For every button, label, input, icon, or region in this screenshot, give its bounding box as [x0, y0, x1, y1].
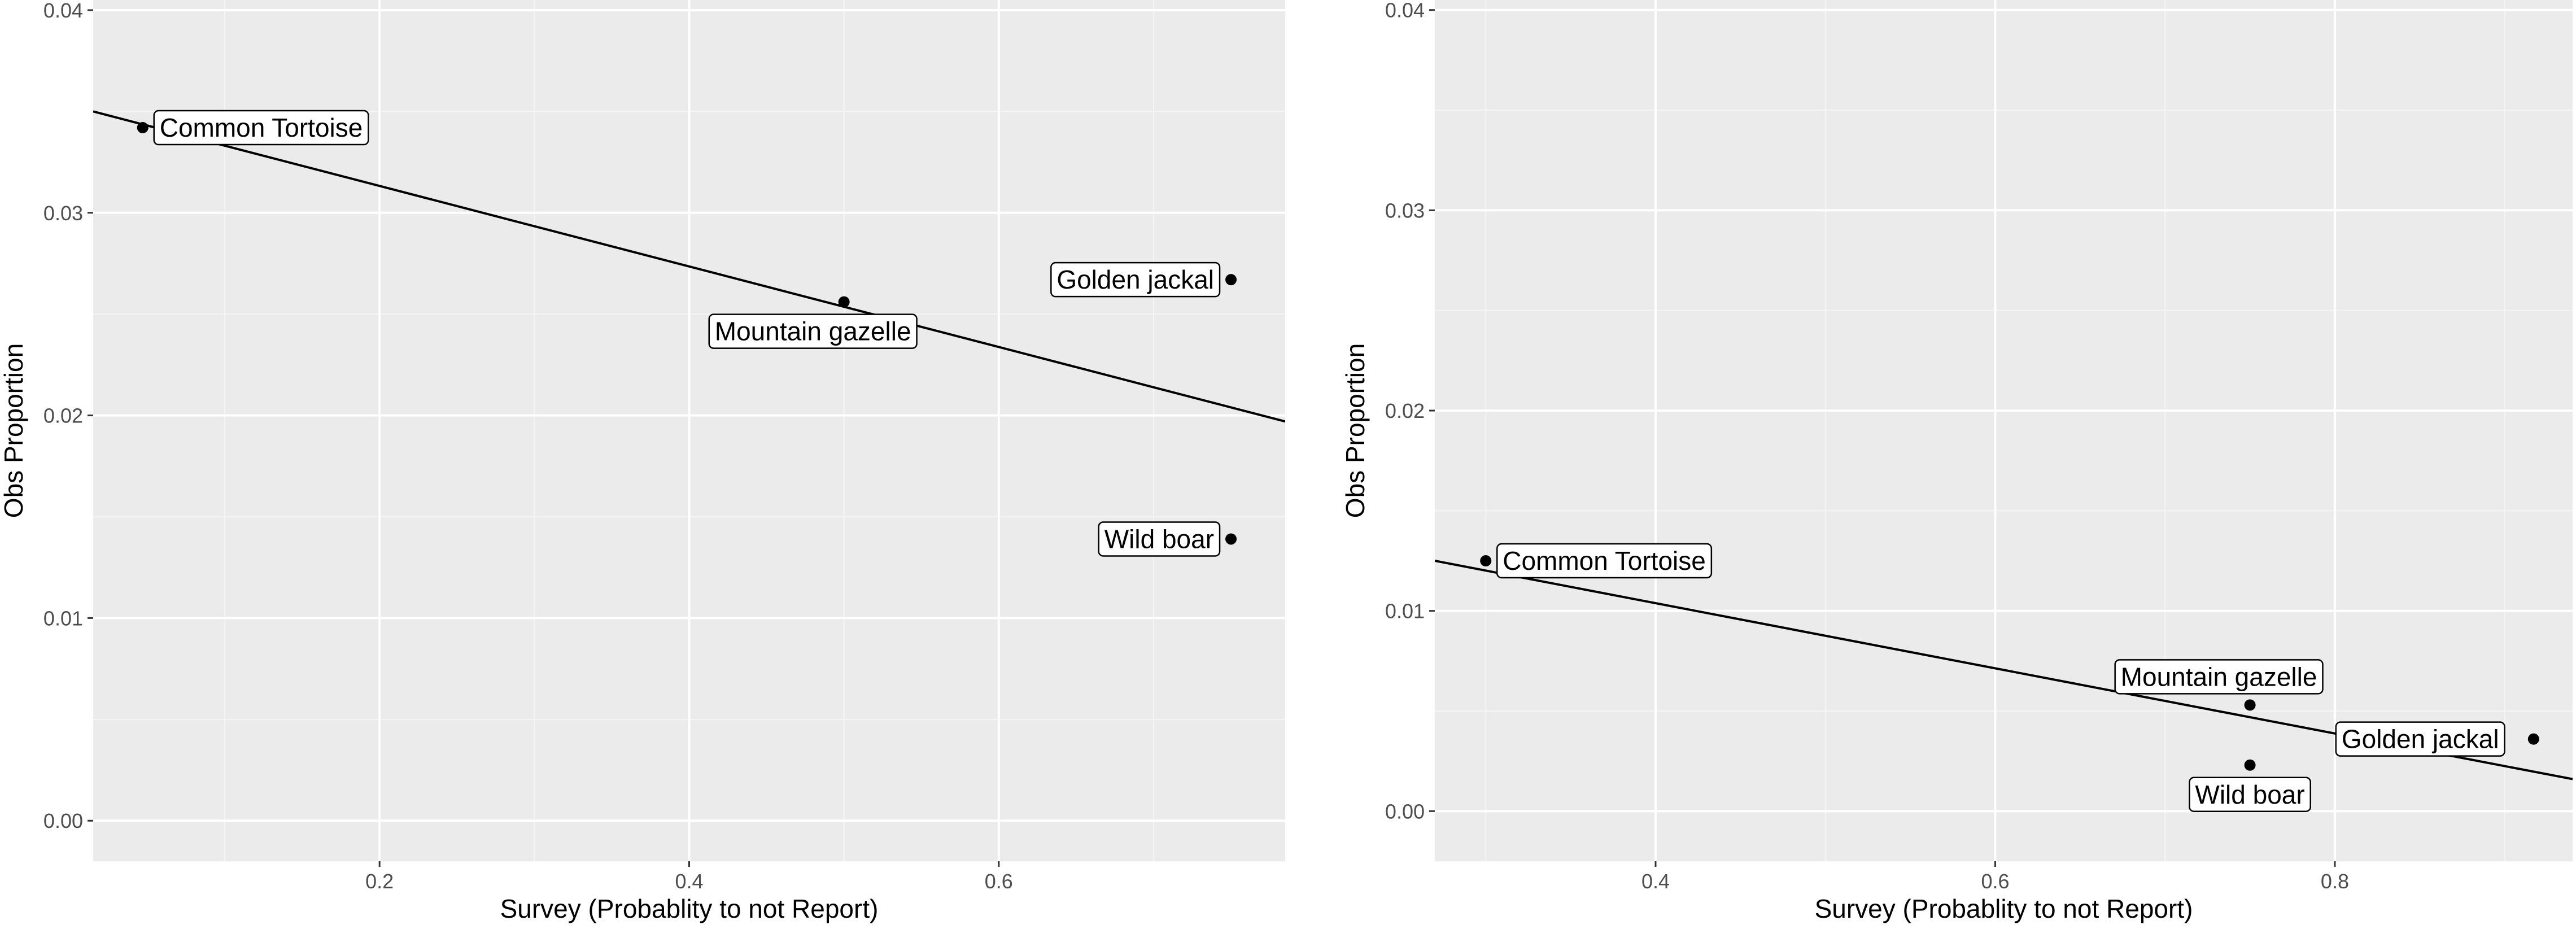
label-text: Golden jackal: [2342, 725, 2499, 754]
x-tick-label: 0.8: [2321, 870, 2349, 893]
data-point-mountain-gazelle: [838, 296, 850, 308]
x-tick-label: 0.6: [1981, 870, 2009, 893]
y-tick-label: 0.03: [43, 202, 83, 225]
x-tick-label: 0.4: [675, 870, 703, 893]
x-tick-label: 0.4: [1641, 870, 1670, 893]
data-point-mountain-gazelle: [2244, 699, 2256, 711]
plot-background: [1435, 0, 2573, 861]
x-axis-title: Survey (Probablity to not Report): [500, 894, 879, 923]
data-point-common-tortoise: [1480, 555, 1492, 567]
label-text: Common Tortoise: [160, 113, 363, 142]
y-tick-label: 0.00: [43, 809, 83, 832]
label-text: Mountain gazelle: [2121, 662, 2317, 691]
y-tick-label: 0.01: [1385, 600, 1425, 623]
data-point-common-tortoise: [137, 122, 149, 134]
data-point-wild-boar: [2244, 759, 2256, 771]
label-mountain-gazelle: Mountain gazelle: [2114, 659, 2324, 695]
x-tick-label: 0.6: [985, 870, 1013, 893]
x-axis-title: Survey (Probablity to not Report): [1815, 894, 2193, 923]
data-point-golden-jackal: [1225, 274, 1237, 286]
axis-ticks: 0.2 0.4 0.6 0.00 0.01 0.02 0.03 0.04: [43, 0, 1013, 893]
chart-panel-left: 0.2 0.4 0.6 0.00 0.01 0.02 0.03 0.04 Common Tort…: [0, 0, 1285, 923]
y-tick-label: 0.02: [1385, 399, 1425, 422]
y-axis-title: Obs Proportion: [1341, 343, 1370, 518]
y-tick-label: 0.02: [43, 404, 83, 428]
y-tick-label: 0.04: [1385, 0, 1425, 22]
scatter-chart-right: 0.4 0.6 0.8 0.00 0.01 0.02 0.03 0.04 Common Tort…: [1341, 0, 2573, 923]
data-points: [137, 122, 1237, 545]
label-golden-jackal: Golden jackal: [1050, 261, 1221, 298]
label-box: [1050, 261, 1221, 298]
label-box: [153, 110, 369, 146]
y-axis-title: Obs Proportion: [0, 343, 28, 518]
label-common-tortoise: Common Tortoise: [153, 110, 369, 146]
y-tick-label: 0.01: [43, 607, 83, 630]
label-wild-boar: Wild boar: [2189, 777, 2311, 813]
scatter-chart-left: 0.2 0.4 0.6 0.00 0.01 0.02 0.03 0.04 Common Tort…: [0, 0, 1285, 923]
label-common-tortoise: Common Tortoise: [1496, 543, 1713, 579]
axis-ticks: 0.4 0.6 0.8 0.00 0.01 0.02 0.03 0.04: [1385, 0, 2349, 893]
x-tick-label: 0.2: [365, 870, 394, 893]
label-golden-jackal: Golden jackal: [2335, 721, 2505, 757]
label-box: [1496, 543, 1713, 579]
label-box: [1098, 521, 1221, 557]
label-text: Golden jackal: [1056, 265, 1214, 294]
data-point-golden-jackal: [2527, 733, 2539, 745]
label-wild-boar: Wild boar: [1098, 521, 1221, 557]
data-points: [1480, 555, 2539, 771]
label-text: Wild boar: [2195, 780, 2304, 809]
label-text: Wild boar: [1104, 524, 1214, 553]
chart-panel-right: 0.4 0.6 0.8 0.00 0.01 0.02 0.03 0.04 Common Tort…: [1288, 0, 2576, 929]
label-box: [2114, 659, 2324, 695]
y-tick-label: 0.04: [43, 0, 83, 22]
label-box: [2189, 777, 2311, 813]
label-text: Mountain gazelle: [715, 317, 911, 346]
y-tick-label: 0.03: [1385, 199, 1425, 222]
label-text: Common Tortoise: [1503, 546, 1706, 575]
point-labels: Common Tortoise Mountain gazelle Golden ja…: [1496, 543, 2505, 813]
label-box: [2335, 721, 2505, 757]
data-point-wild-boar: [1225, 533, 1237, 545]
point-labels: Common Tortoise Mountain gazelle Golden ja…: [153, 110, 1221, 557]
grid: [1435, 0, 2573, 861]
regression-line: [93, 110, 1285, 423]
label-mountain-gazelle: Mountain gazelle: [708, 313, 918, 349]
label-box: [708, 313, 918, 349]
y-tick-label: 0.00: [1385, 800, 1425, 823]
